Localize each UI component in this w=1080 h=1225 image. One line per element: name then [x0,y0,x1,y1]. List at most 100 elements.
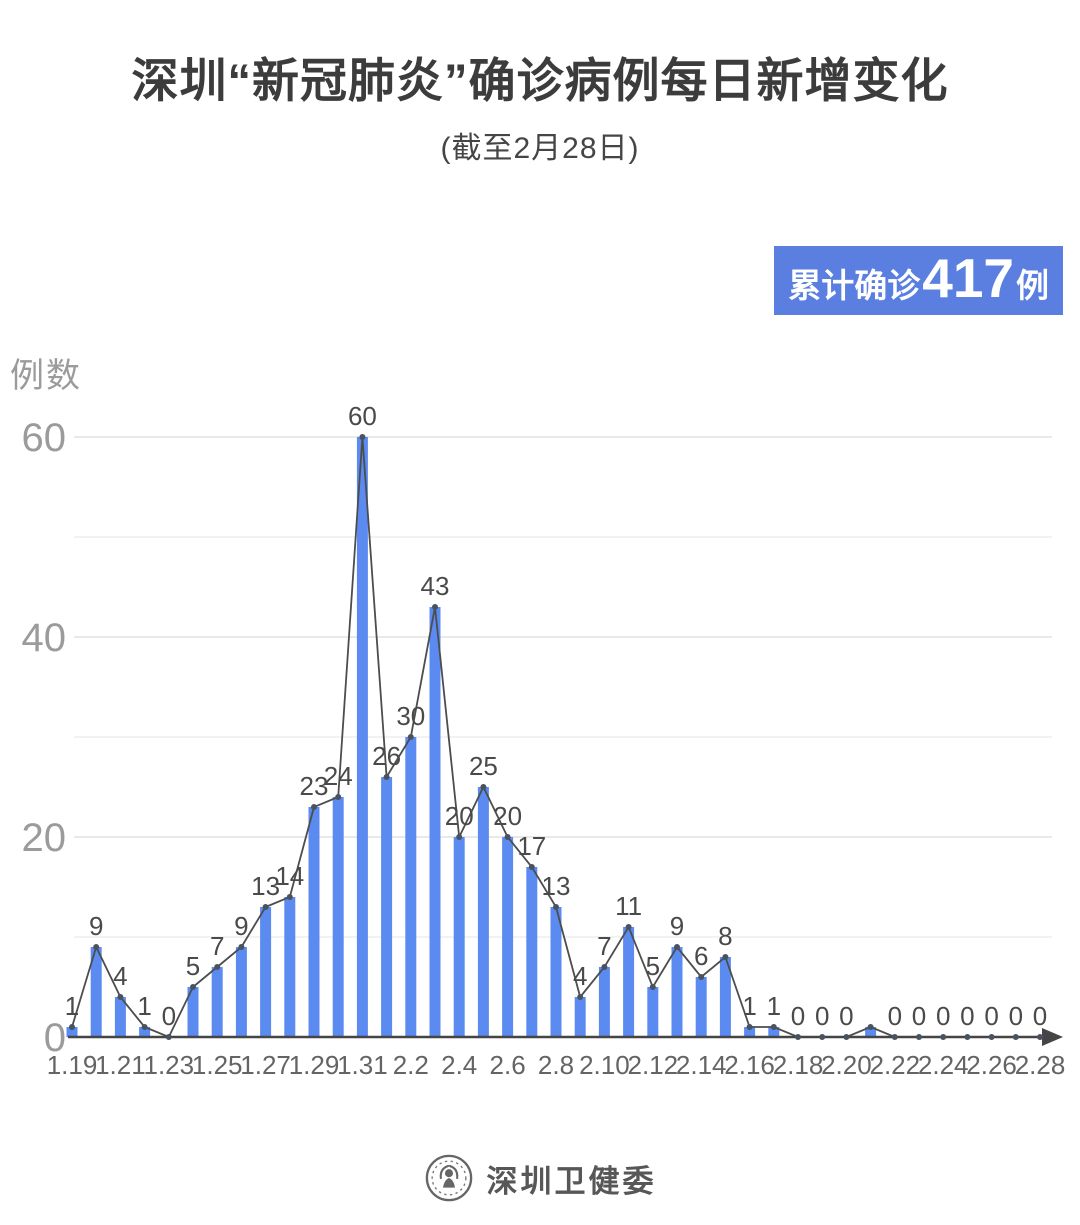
bar-1.31 [356,437,368,1037]
value-label-2.5: 25 [469,751,498,781]
point-2.2 [407,734,414,740]
point-1.22 [141,1024,148,1030]
x-label-2.16: 2.16 [724,1050,775,1080]
point-1.30 [335,794,342,800]
gridlines [74,436,1052,938]
value-label-2.20: 0 [839,1001,853,1031]
value-label-1.23: 0 [162,1001,176,1031]
x-label-2.10: 2.10 [579,1050,630,1080]
bar-1.26 [235,947,247,1037]
value-label-2.22: 0 [888,1001,902,1031]
value-label-1.25: 7 [210,931,224,961]
point-2.3 [432,604,438,610]
x-label-2.26: 2.26 [966,1050,1017,1080]
value-label-2.2: 30 [396,701,425,731]
bar-2.15 [719,957,731,1037]
x-label-2.8: 2.8 [538,1050,574,1080]
point-1.28 [286,894,293,900]
value-label-2.18: 0 [791,1001,805,1031]
value-label-1.30: 24 [324,761,353,791]
x-label-2.4: 2.4 [441,1050,477,1080]
y-axis-title: 例数 [10,357,82,395]
point-1.20 [93,944,100,950]
x-label-2.24: 2.24 [918,1050,969,1080]
x-label-1.25: 1.25 [192,1050,243,1080]
bar-2.14 [695,977,707,1037]
value-label-2.10: 7 [597,931,611,961]
value-label-1.31: 60 [348,401,377,431]
point-2.21 [867,1024,874,1030]
bar-2.9 [574,997,586,1037]
x-label-1.19: 1.19 [47,1050,98,1080]
value-label-2.3: 43 [421,571,450,601]
bar-2.7 [526,867,538,1037]
x-label-2.20: 2.20 [821,1050,872,1080]
x-label-2.28: 2.28 [1015,1050,1066,1080]
value-label-1.20: 9 [89,911,103,941]
x-label-1.23: 1.23 [143,1050,194,1080]
value-label-2.12: 5 [646,951,660,981]
point-2.26 [988,1034,995,1040]
bar-2.13 [671,947,683,1037]
value-label-2.17: 1 [767,991,781,1021]
bar-2.8 [550,907,562,1037]
x-label-2.12: 2.12 [627,1050,678,1080]
point-2.9 [577,994,584,1000]
bar-2.21 [865,1027,877,1037]
value-label-2.16: 1 [742,991,756,1021]
point-markers [69,434,1043,1040]
point-2.10 [601,964,608,970]
x-label-2.14: 2.14 [676,1050,727,1080]
point-2.16 [746,1024,753,1030]
bar-1.28 [284,897,296,1037]
page-title: 深圳“新冠肺炎”确诊病例每日新增变化 [131,54,949,107]
x-label-1.29: 1.29 [289,1050,340,1080]
org-name: 深圳卫健委 [486,1163,657,1199]
point-2.8 [553,904,559,910]
x-label-2.6: 2.6 [490,1050,526,1080]
point-1.25 [214,964,221,970]
point-2.22 [891,1034,898,1040]
y-tick-0: 0 [44,1016,66,1060]
x-label-2.2: 2.2 [393,1050,429,1080]
point-2.5 [480,784,487,790]
bar-2.17 [768,1027,780,1037]
value-label-2.28: 0 [1033,1001,1047,1031]
badge-suffix: 例 [1016,267,1049,304]
y-tick-40: 40 [22,616,67,660]
point-2.27 [1012,1034,1019,1040]
bars [66,437,877,1037]
point-1.29 [311,804,317,810]
point-1.24 [190,984,196,990]
value-label-2.13: 9 [670,911,684,941]
bar-2.3 [429,607,441,1037]
bar-2.10 [598,967,610,1037]
point-1.31 [359,434,366,440]
value-label-2.26: 0 [984,1001,998,1031]
bar-2.16 [744,1027,756,1037]
bar-1.19 [66,1027,78,1037]
point-2.12 [649,984,656,990]
point-1.23 [165,1034,172,1040]
y-tick-60: 60 [22,416,67,460]
point-2.1 [383,774,390,780]
point-2.20 [843,1034,850,1040]
point-2.19 [819,1034,826,1040]
x-axis-labels: 1.191.211.231.251.271.291.31 2.2 2.4 2.6 2.8… [47,1050,1066,1080]
value-label-2.15: 8 [718,921,732,951]
value-label-2.4: 20 [445,801,474,831]
value-label-1.22: 1 [137,991,151,1021]
bar-2.12 [647,987,659,1037]
bar-1.24 [187,987,199,1037]
bar-2.1 [381,777,393,1037]
value-label-2.19: 0 [815,1001,829,1031]
x-label-1.27: 1.27 [240,1050,291,1080]
bar-1.20 [90,947,102,1037]
value-label-1.28: 14 [275,861,304,891]
point-1.21 [117,994,124,1000]
value-label-1.29: 23 [300,771,329,801]
x-axis [68,1028,1063,1046]
bar-2.2 [405,737,417,1037]
point-2.17 [770,1024,777,1030]
